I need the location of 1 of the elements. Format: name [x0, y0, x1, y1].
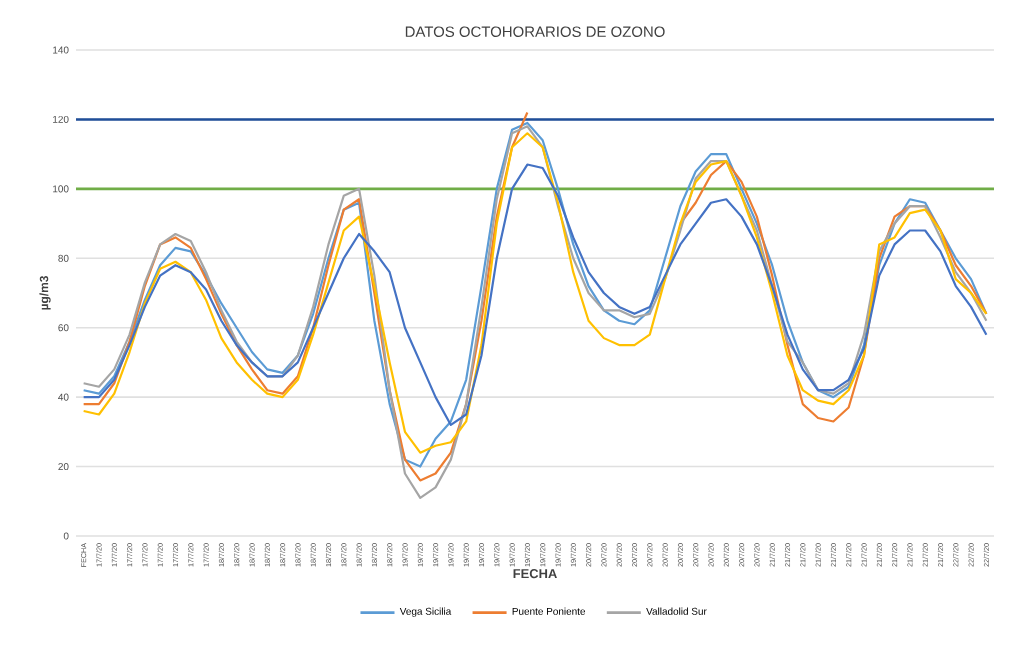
line-series	[82, 163, 988, 427]
